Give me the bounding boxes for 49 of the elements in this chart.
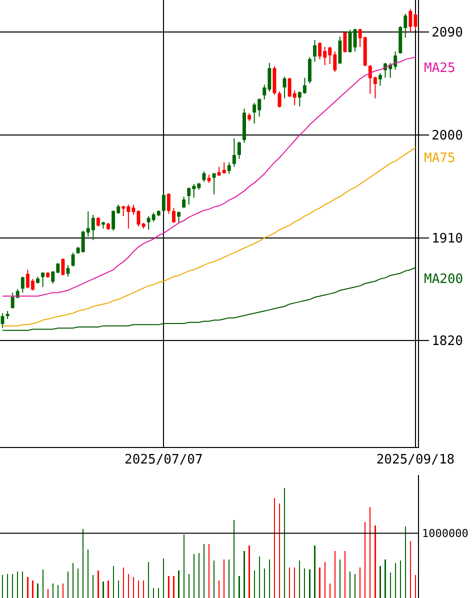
candlestick	[71, 252, 75, 267]
candlestick	[182, 196, 186, 209]
candlestick	[36, 276, 40, 284]
candlestick	[227, 162, 231, 174]
candlestick	[232, 138, 236, 168]
candlestick	[242, 108, 246, 144]
candlestick	[278, 90, 282, 108]
candlestick	[343, 32, 347, 54]
y-tick-label: 1820	[432, 334, 463, 350]
candlestick	[41, 272, 45, 288]
candlestick	[66, 264, 70, 278]
candlestick	[162, 194, 166, 212]
candlestick	[248, 112, 252, 122]
candlestick	[313, 40, 316, 62]
candlestick	[207, 174, 211, 184]
candlestick	[282, 76, 286, 99]
series-label: MA75	[424, 151, 456, 166]
candlestick	[0, 312, 4, 329]
candlestick	[338, 36, 342, 65]
candlestick	[102, 221, 105, 230]
candlestick	[408, 8, 412, 33]
candlestick	[212, 173, 216, 195]
y-tick-label: 2000	[432, 128, 463, 144]
candlestick	[106, 222, 110, 230]
text: 1000000	[422, 527, 468, 540]
line-series	[2, 146, 416, 326]
y-tick-label: 1910	[432, 231, 463, 246]
candlestick	[96, 216, 100, 227]
candlestick	[308, 56, 312, 84]
x-tick-label: 2025/07/07	[124, 452, 203, 468]
candlestick	[414, 13, 418, 30]
candlestick	[172, 208, 176, 224]
line-series	[2, 56, 416, 297]
candlestick	[61, 258, 65, 276]
candlestick	[272, 66, 276, 96]
candlestick	[378, 72, 382, 86]
y-tick-label: 2090	[432, 26, 463, 41]
candlestick	[6, 310, 10, 320]
series-label: MA25	[424, 61, 456, 76]
candlestick	[20, 276, 24, 294]
candlestick	[177, 211, 181, 224]
candlestick	[46, 272, 50, 278]
candlestick	[202, 170, 206, 182]
line-series	[2, 267, 416, 331]
candlestick	[142, 222, 146, 230]
candlestick	[166, 192, 170, 214]
candlestick	[237, 141, 241, 160]
series-label: MA200	[424, 272, 464, 287]
x-tick-label: 2025/09/18	[376, 452, 455, 468]
